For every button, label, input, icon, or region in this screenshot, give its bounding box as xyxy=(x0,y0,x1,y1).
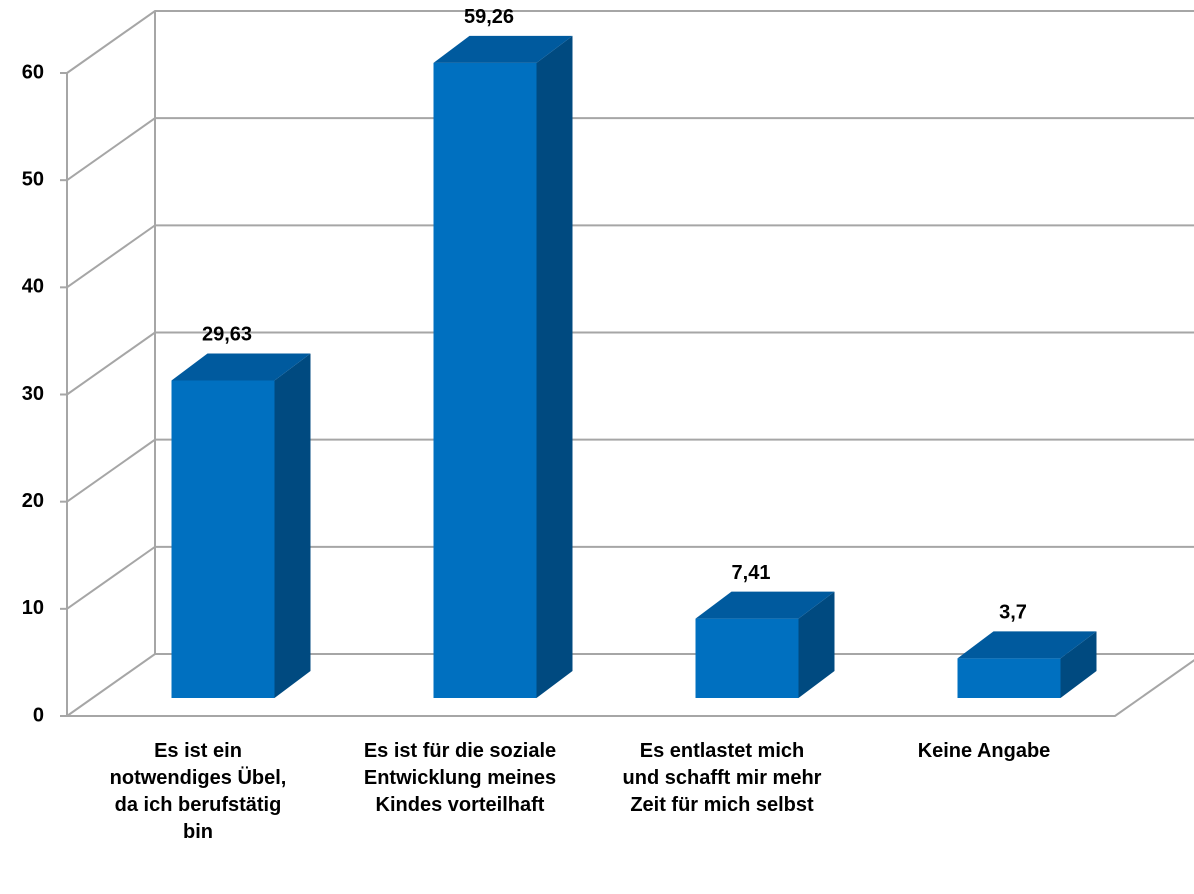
bar-top xyxy=(171,353,311,381)
grid-line xyxy=(66,331,1194,396)
floor xyxy=(67,659,1194,717)
grid-line xyxy=(66,438,1194,503)
grid-line xyxy=(66,117,1194,181)
bar-top xyxy=(433,35,573,63)
grid-line xyxy=(66,10,1194,74)
y-tick-label: 0 xyxy=(33,704,44,726)
bar-front xyxy=(433,62,537,698)
y-tick-label: 60 xyxy=(22,61,44,83)
bar-side xyxy=(798,591,835,698)
y-tick-label: 10 xyxy=(22,597,44,619)
grid-line xyxy=(66,224,1194,289)
bar-side xyxy=(274,353,311,698)
bar xyxy=(171,353,311,698)
bar-top xyxy=(695,591,835,619)
grid-line xyxy=(66,653,1194,717)
x-tick-label: Keine Angabe xyxy=(917,740,1051,762)
bar-front xyxy=(695,618,799,698)
y-tick-label: 50 xyxy=(22,168,44,190)
value-label: 59,26 xyxy=(464,6,514,28)
y-tick-label: 40 xyxy=(22,276,44,298)
value-label: 3,7 xyxy=(999,602,1027,624)
x-tick-label: Es entlastet mich und schafft mir mehr Z… xyxy=(622,740,822,816)
bar xyxy=(957,631,1097,698)
bar-side xyxy=(1060,631,1097,698)
value-label: 7,41 xyxy=(732,562,771,584)
bar xyxy=(695,591,835,698)
x-tick-label: Es ist für die soziale Entwicklung meine… xyxy=(363,740,557,816)
y-tick-label: 30 xyxy=(22,383,44,405)
bar-front xyxy=(957,658,1061,698)
bar xyxy=(433,35,573,698)
bar-front xyxy=(171,380,275,698)
bar-top xyxy=(957,631,1097,659)
bar-side xyxy=(536,35,573,698)
y-tick-label: 20 xyxy=(22,490,44,512)
grid-line xyxy=(66,545,1194,610)
value-label: 29,63 xyxy=(202,324,252,346)
x-tick-label: Es ist ein notwendiges Übel, da ich beru… xyxy=(109,740,287,843)
